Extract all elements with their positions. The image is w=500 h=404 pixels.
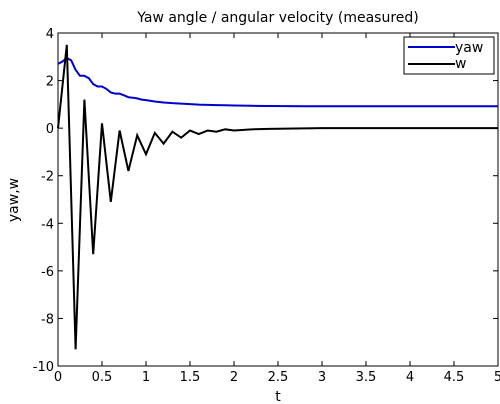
series-line-w [57,44,498,350]
y-axis-label: yaw,w [6,178,22,222]
x-axis: 0 0.5 1 1.5 2 2.5 3 3.5 4 4.5 5 [54,33,500,385]
y-tick-label: -4 [41,217,54,232]
legend: yaw w [403,36,495,75]
x-tick-label: 5 [494,370,500,385]
x-axis-label: t [275,389,281,404]
y-tick-label: -2 [41,170,54,185]
series-layer [57,44,498,350]
y-tick-label: 0 [46,122,54,137]
x-tick-label: 4 [406,370,414,385]
x-tick-label: 2.5 [268,370,289,385]
y-tick-label: 2 [46,75,54,90]
plot-area-frame [57,32,499,367]
x-tick-label: 2 [230,370,238,385]
y-tick-label: -8 [41,312,54,327]
y-tick-label: 4 [46,27,54,42]
x-tick-label: 4.5 [444,370,465,385]
legend-label-yaw: yaw [455,40,483,56]
chart-title: Yaw angle / angular velocity (measured) [136,10,418,26]
y-axis: 4 2 0 -2 -4 -6 -8 -10 [33,27,498,375]
x-tick-label: 3 [318,370,326,385]
x-tick-label: 1.5 [180,370,201,385]
x-tick-label: 0 [54,370,62,385]
y-tick-label: -10 [33,360,54,375]
x-tick-label: 1 [142,370,150,385]
legend-box [403,36,495,75]
series-line-yaw [57,56,498,108]
x-tick-label: 3.5 [356,370,377,385]
x-tick-label: 0.5 [92,370,113,385]
legend-label-w: w [455,56,466,72]
y-tick-label: -6 [41,265,54,280]
